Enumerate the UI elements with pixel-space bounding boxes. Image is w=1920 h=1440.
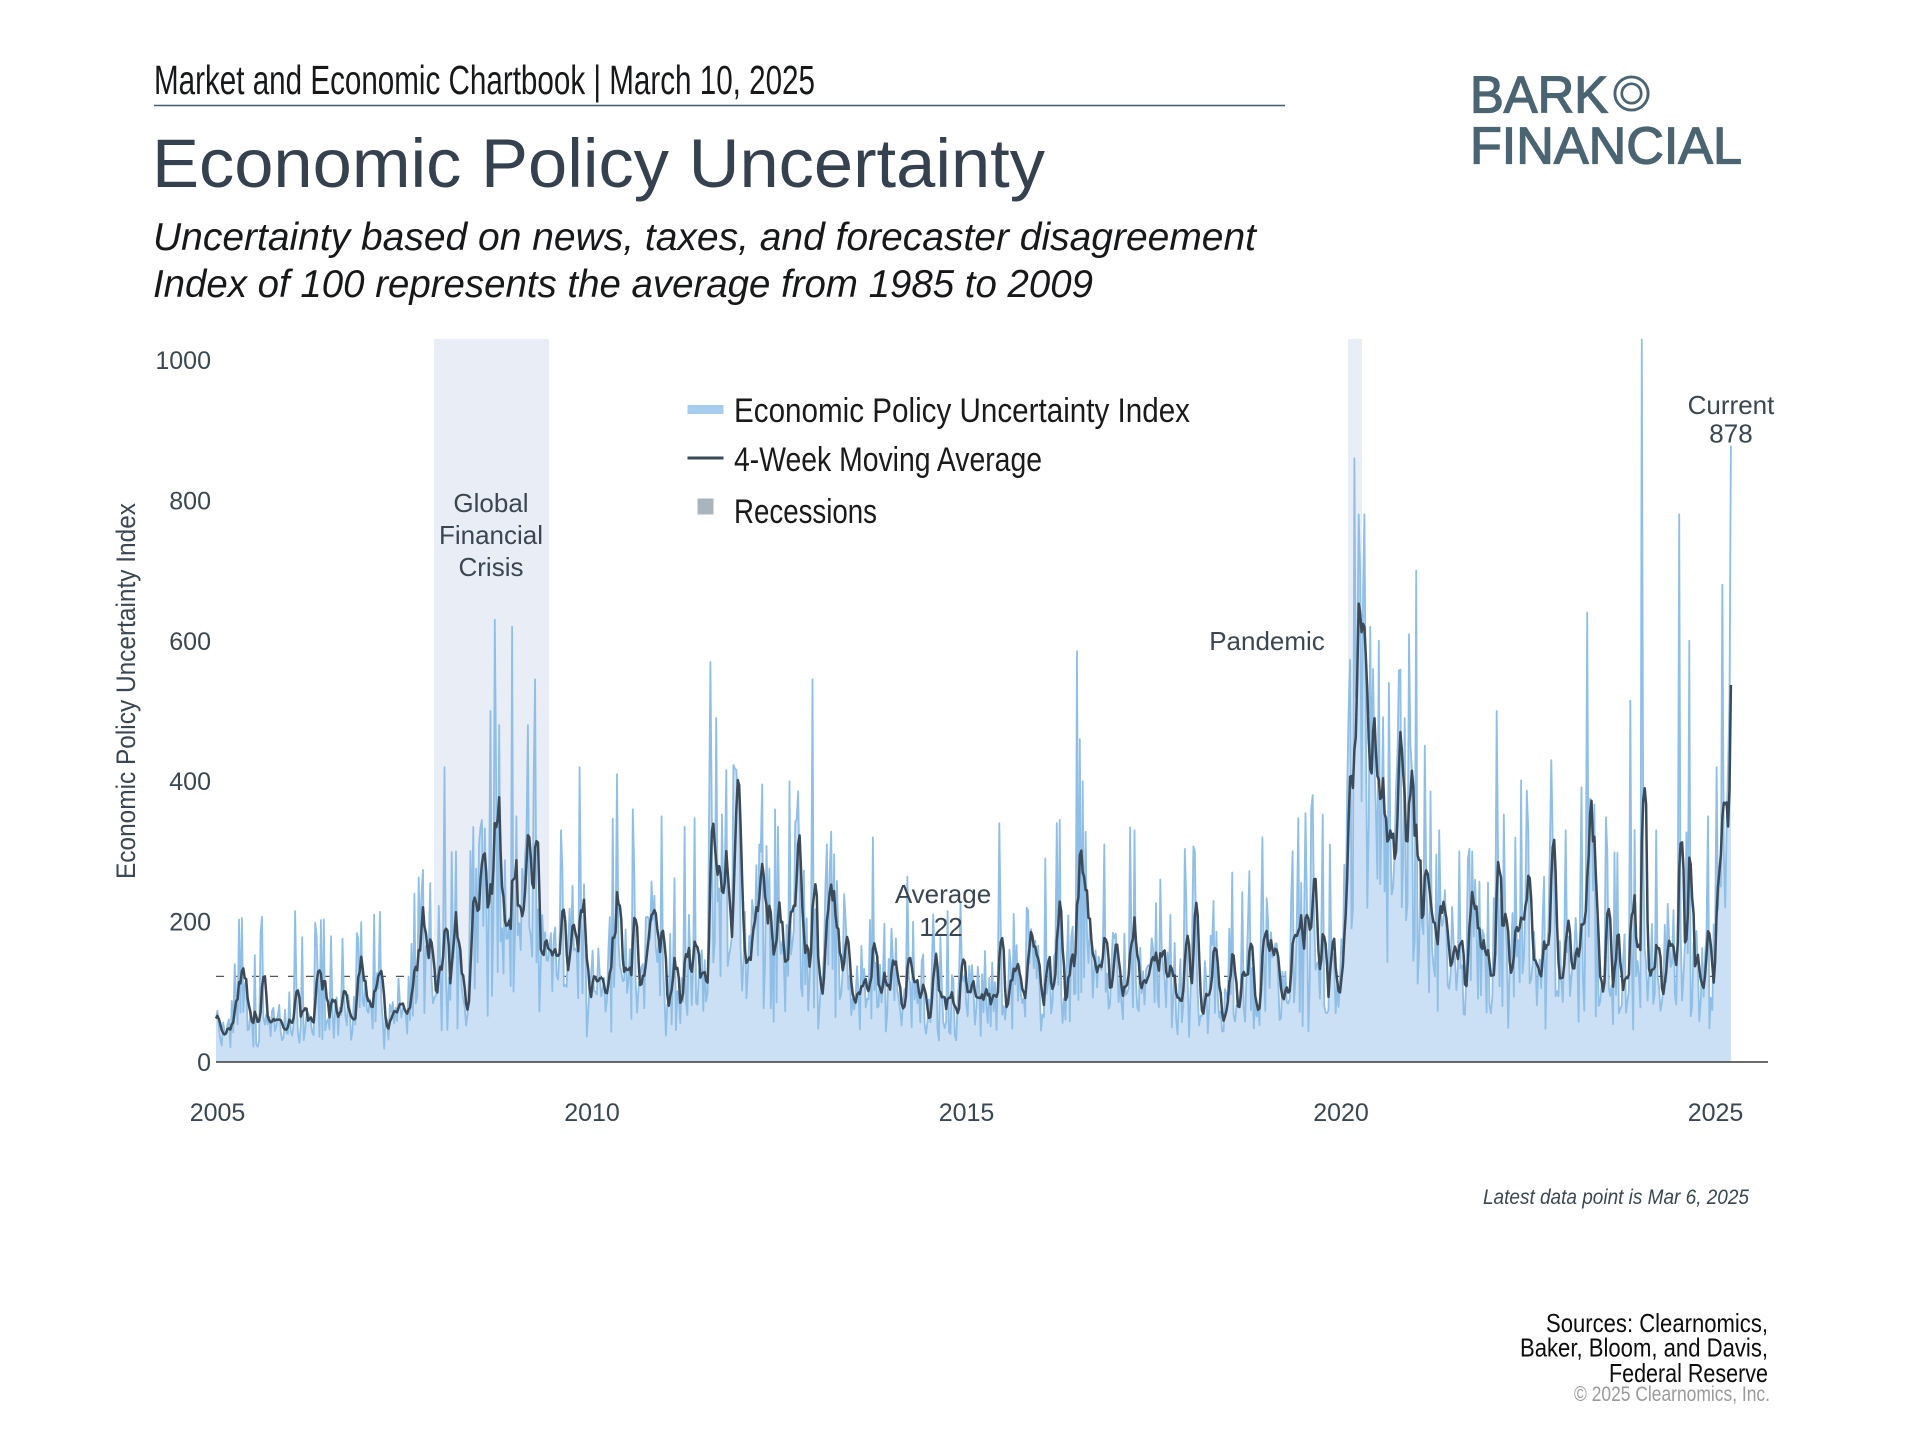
svg-text:Financial: Financial xyxy=(439,520,543,550)
svg-text:Index of 100 represents the av: Index of 100 represents the average from… xyxy=(153,263,1093,306)
svg-text:1000: 1000 xyxy=(155,347,211,375)
svg-text:Economic Policy Uncertainty In: Economic Policy Uncertainty Index xyxy=(111,503,141,879)
svg-text:2005: 2005 xyxy=(190,1099,246,1127)
svg-text:400: 400 xyxy=(169,768,211,796)
svg-text:2025: 2025 xyxy=(1688,1099,1744,1127)
svg-text:Economic Policy Uncertainty: Economic Policy Uncertainty xyxy=(152,125,1046,202)
svg-text:Baker, Bloom, and Davis,: Baker, Bloom, and Davis, xyxy=(1520,1333,1768,1363)
svg-text:Pandemic: Pandemic xyxy=(1209,626,1325,656)
svg-text:200: 200 xyxy=(169,909,211,937)
svg-text:Global: Global xyxy=(453,488,528,518)
svg-text:Market and Economic Chartbook: Market and Economic Chartbook | March 10… xyxy=(154,57,815,103)
svg-text:Federal Reserve: Federal Reserve xyxy=(1609,1358,1768,1388)
svg-text:FINANCIAL: FINANCIAL xyxy=(1470,118,1742,176)
svg-text:Latest data point is Mar 6, 20: Latest data point is Mar 6, 2025 xyxy=(1483,1185,1750,1209)
svg-text:600: 600 xyxy=(169,628,211,656)
svg-text:800: 800 xyxy=(169,487,211,515)
svg-text:Current: Current xyxy=(1688,390,1775,420)
svg-text:Crisis: Crisis xyxy=(459,552,524,582)
svg-text:Average: Average xyxy=(895,879,991,909)
svg-text:2015: 2015 xyxy=(939,1099,995,1127)
svg-text:2020: 2020 xyxy=(1313,1099,1369,1127)
svg-text:4-Week Moving Average: 4-Week Moving Average xyxy=(734,441,1042,479)
svg-text:122: 122 xyxy=(919,912,962,942)
svg-text:Uncertainty based on news, tax: Uncertainty based on news, taxes, and fo… xyxy=(153,216,1258,259)
svg-text:878: 878 xyxy=(1709,419,1752,449)
svg-text:Recessions: Recessions xyxy=(734,493,877,531)
svg-text:© 2025 Clearnomics, Inc.: © 2025 Clearnomics, Inc. xyxy=(1574,1383,1770,1406)
svg-text:Sources: Clearnomics,: Sources: Clearnomics, xyxy=(1546,1308,1768,1338)
svg-text:0: 0 xyxy=(197,1049,211,1077)
svg-text:2010: 2010 xyxy=(564,1099,620,1127)
svg-text:Economic Policy Uncertainty In: Economic Policy Uncertainty Index xyxy=(734,392,1190,430)
svg-text:BARK: BARK xyxy=(1470,67,1608,125)
